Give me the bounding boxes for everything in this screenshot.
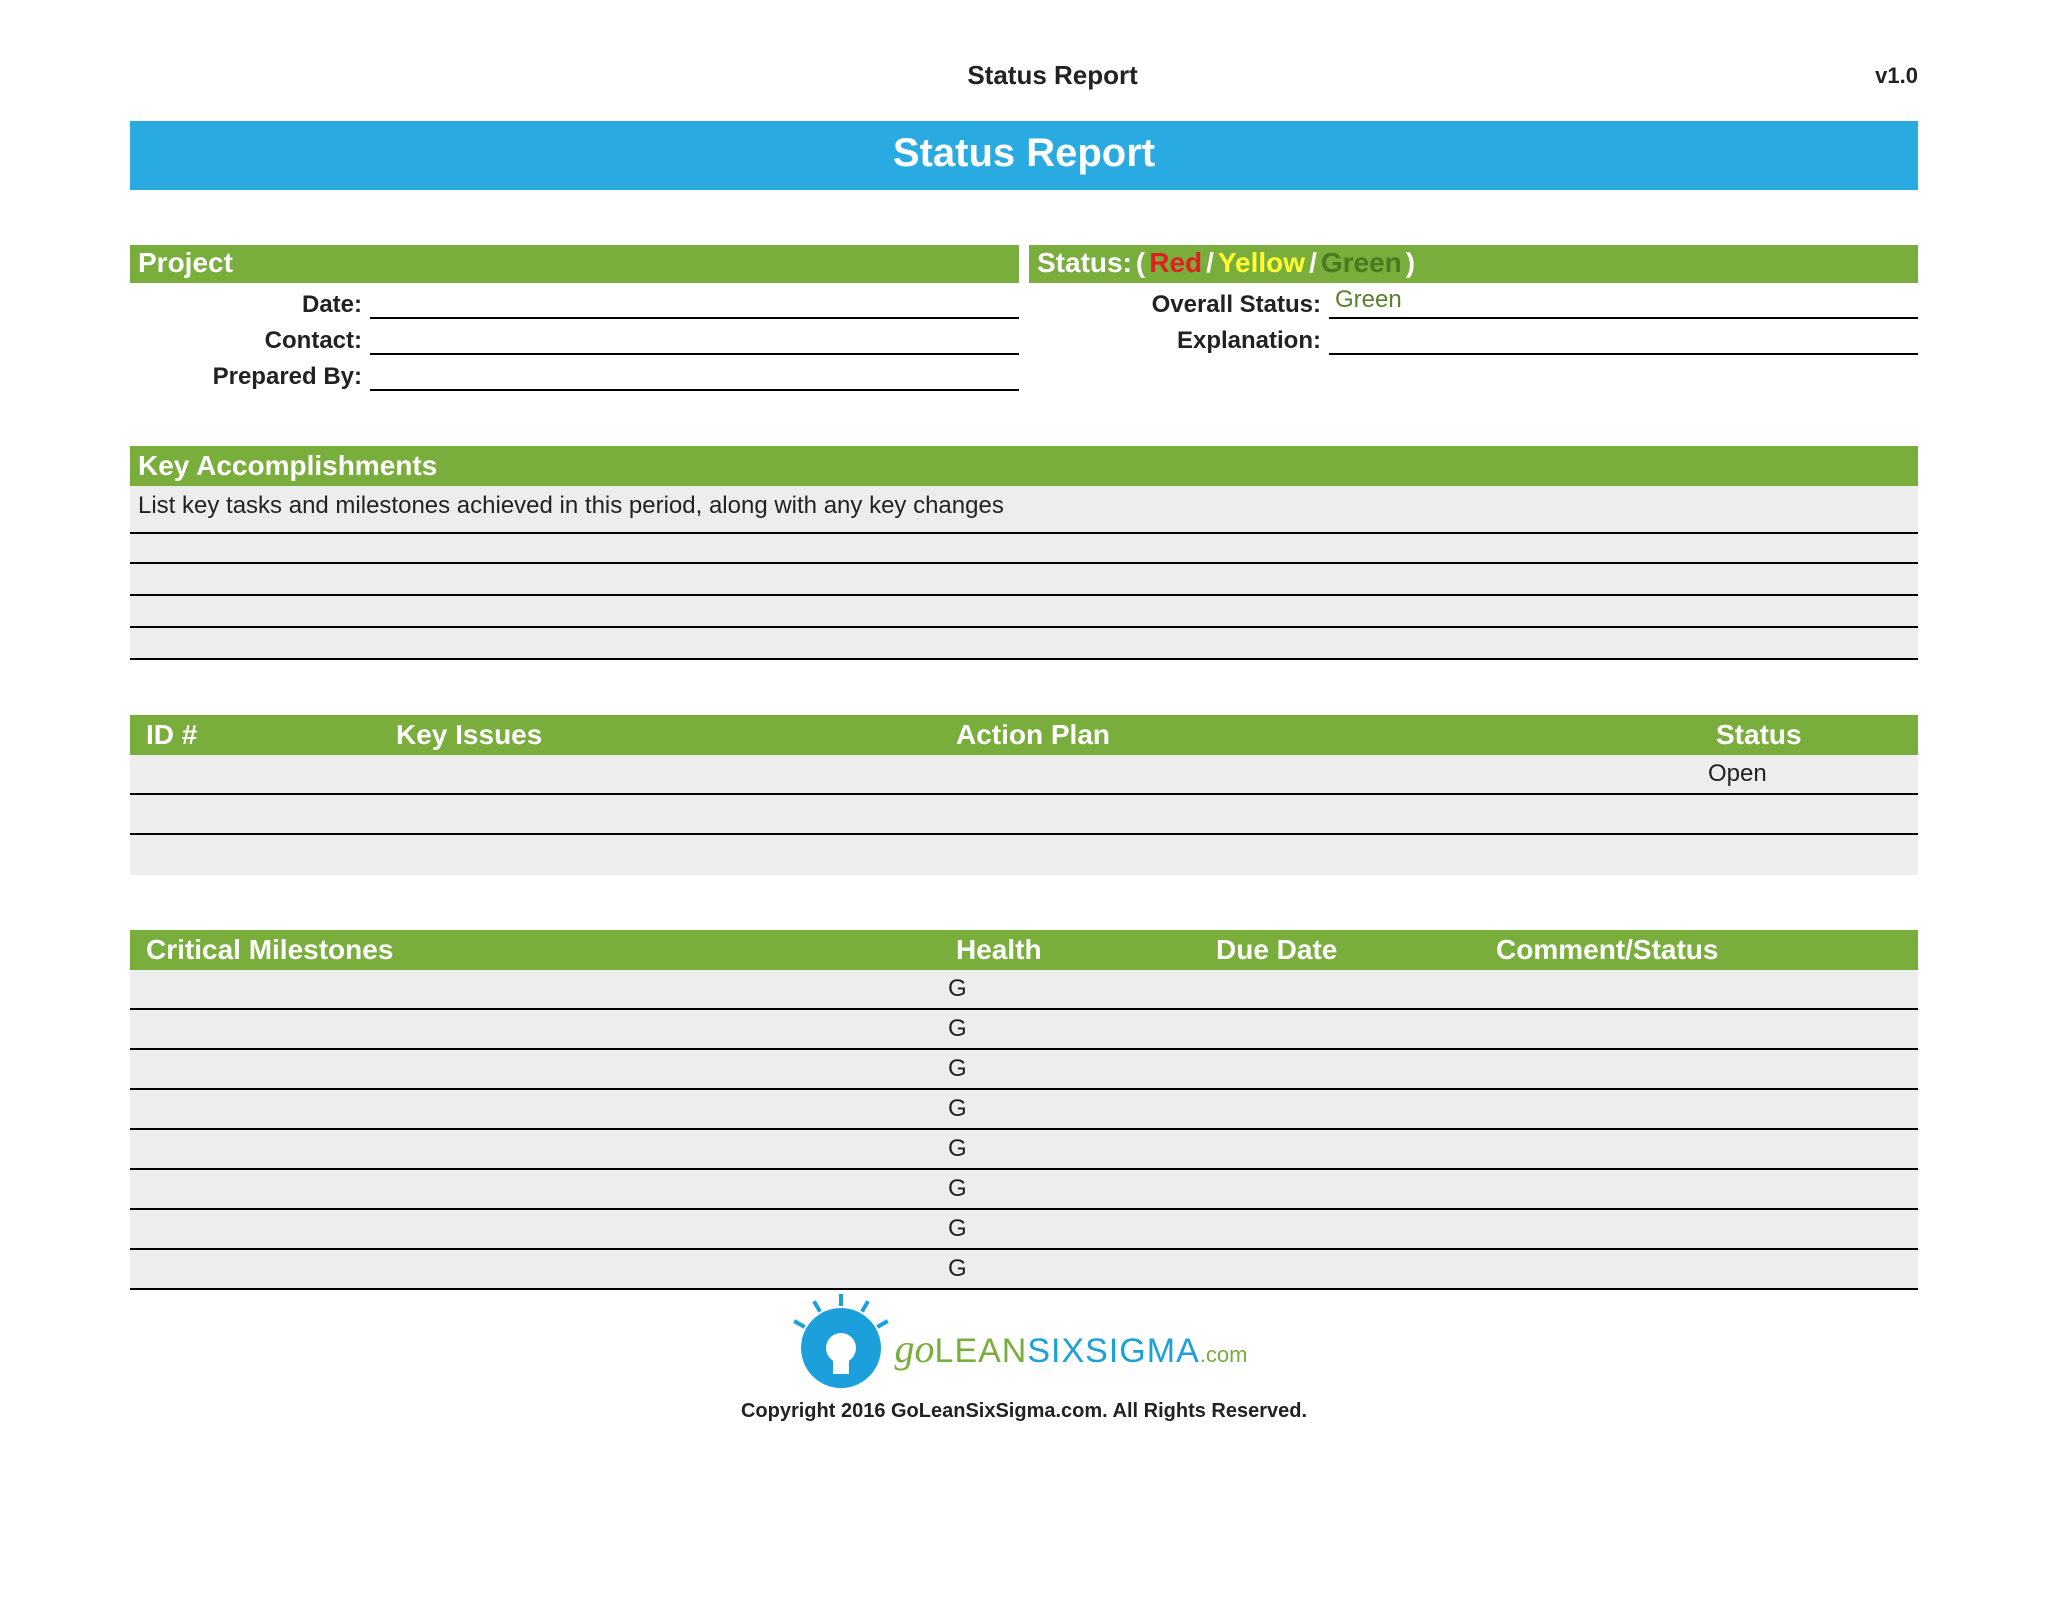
field-label: Date: xyxy=(130,291,370,319)
milestones-col-milestone: Critical Milestones xyxy=(138,934,948,966)
project-status-grid: Project Date: Contact: Prepared By: Status… xyxy=(130,245,1918,391)
field-label: Contact: xyxy=(130,327,370,355)
accomplishment-row[interactable] xyxy=(130,596,1918,628)
document-header: Status Report v1.0 xyxy=(130,0,1918,121)
title-bar: Status Report xyxy=(130,121,1918,190)
milestone-cell-health: G xyxy=(940,1255,1200,1283)
issues-row[interactable] xyxy=(130,795,1918,835)
status-heading-prefix: Status: xyxy=(1037,247,1132,279)
project-field-row: Date: xyxy=(130,283,1019,319)
accomplishments-heading: Key Accomplishments xyxy=(130,446,1918,486)
status-slash2: / xyxy=(1309,247,1317,279)
field-value[interactable] xyxy=(370,355,1019,391)
milestones-rows: GGGGGGGG xyxy=(130,970,1918,1290)
milestones-col-due: Due Date xyxy=(1208,934,1488,966)
field-value[interactable] xyxy=(370,319,1019,355)
milestone-cell-health: G xyxy=(940,1215,1200,1243)
status-column: Status: ( Red / Yellow / Green ) Overall… xyxy=(1029,245,1918,391)
accomplishments-rows xyxy=(130,532,1918,660)
accomplishments-hint: List key tasks and milestones achieved i… xyxy=(130,486,1918,532)
milestone-row[interactable]: G xyxy=(130,1010,1918,1050)
lightbulb-icon xyxy=(801,1308,881,1388)
field-label: Explanation: xyxy=(1029,327,1329,355)
milestone-cell-health: G xyxy=(940,1055,1200,1083)
brand-go: go xyxy=(895,1326,935,1371)
project-field-row: Contact: xyxy=(130,319,1019,355)
brand-text: goLEANSIXSIGMA.com xyxy=(895,1325,1248,1372)
milestones-heading-row: Critical MilestonesHealthDue DateComment… xyxy=(130,930,1918,970)
milestone-row[interactable]: G xyxy=(130,1170,1918,1210)
milestone-row[interactable]: G xyxy=(130,1050,1918,1090)
issues-col-status: Status xyxy=(1708,719,1910,751)
status-field-row: Overall Status:Green xyxy=(1029,283,1918,319)
brand-logo: goLEANSIXSIGMA.com xyxy=(130,1308,1918,1388)
status-yellow: Yellow xyxy=(1218,247,1305,279)
milestone-cell-health: G xyxy=(940,1135,1200,1163)
status-field-row: Explanation: xyxy=(1029,319,1918,355)
field-value[interactable] xyxy=(1329,319,1918,355)
field-label: Prepared By: xyxy=(130,363,370,391)
brand-lean: LEAN xyxy=(935,1332,1028,1370)
field-value[interactable]: Green xyxy=(1329,283,1918,319)
paren-close: ) xyxy=(1406,247,1415,279)
milestone-cell-health: G xyxy=(940,1095,1200,1123)
paren-open: ( xyxy=(1136,247,1145,279)
milestone-row[interactable]: G xyxy=(130,970,1918,1010)
milestone-cell-health: G xyxy=(940,1015,1200,1043)
milestones-col-health: Health xyxy=(948,934,1208,966)
brand-com: .com xyxy=(1200,1342,1248,1367)
issues-cell-status: Open xyxy=(1700,760,1918,788)
issues-row[interactable]: Open xyxy=(130,755,1918,795)
milestone-row[interactable]: G xyxy=(130,1250,1918,1290)
accomplishment-row[interactable] xyxy=(130,532,1918,564)
issues-col-action: Action Plan xyxy=(948,719,1708,751)
field-label: Overall Status: xyxy=(1029,291,1329,319)
issues-row[interactable] xyxy=(130,835,1918,875)
page-footer: goLEANSIXSIGMA.com Copyright 2016 GoLean… xyxy=(130,1308,1918,1423)
project-field-row: Prepared By: xyxy=(130,355,1019,391)
issues-col-issue: Key Issues xyxy=(388,719,948,751)
milestones-col-comment: Comment/Status xyxy=(1488,934,1910,966)
field-value[interactable] xyxy=(370,283,1019,319)
status-heading: Status: ( Red / Yellow / Green ) xyxy=(1029,245,1918,283)
milestone-row[interactable]: G xyxy=(130,1090,1918,1130)
project-heading: Project xyxy=(130,245,1019,283)
copyright-text: Copyright 2016 GoLeanSixSigma.com. All R… xyxy=(130,1400,1918,1423)
doc-header-version: v1.0 xyxy=(1875,63,1918,89)
status-green: Green xyxy=(1321,247,1402,279)
project-column: Project Date: Contact: Prepared By: xyxy=(130,245,1019,391)
milestone-cell-health: G xyxy=(940,975,1200,1003)
status-red: Red xyxy=(1149,247,1202,279)
milestone-cell-health: G xyxy=(940,1175,1200,1203)
accomplishment-row[interactable] xyxy=(130,564,1918,596)
doc-header-title: Status Report xyxy=(230,60,1875,91)
milestone-row[interactable]: G xyxy=(130,1210,1918,1250)
status-report-page: Status Report v1.0 Status Report Project… xyxy=(0,0,2048,1610)
accomplishment-row[interactable] xyxy=(130,628,1918,660)
issues-heading-row: ID #Key IssuesAction PlanStatus xyxy=(130,715,1918,755)
issues-col-id: ID # xyxy=(138,719,388,751)
status-slash1: / xyxy=(1206,247,1214,279)
issues-rows: Open xyxy=(130,755,1918,875)
milestone-row[interactable]: G xyxy=(130,1130,1918,1170)
brand-six: SIXSIGMA xyxy=(1027,1332,1199,1370)
